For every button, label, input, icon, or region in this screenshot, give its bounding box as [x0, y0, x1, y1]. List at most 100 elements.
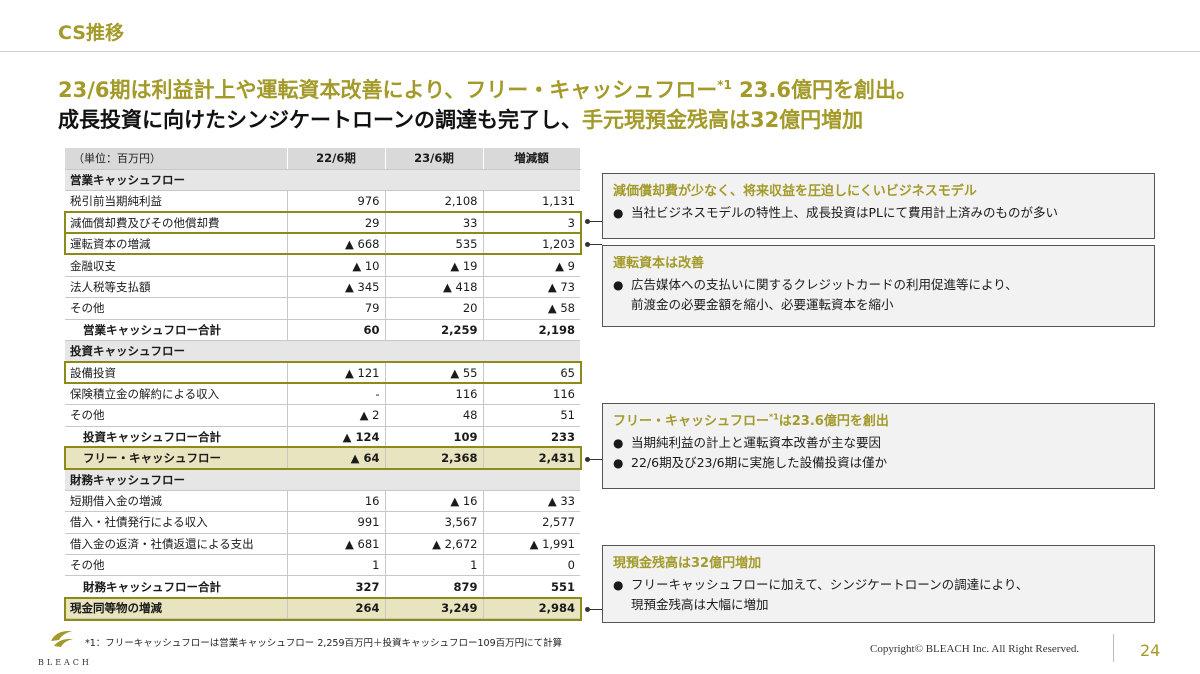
callout-title: フリー・キャッシュフロー*1は23.6億円を創出 [613, 410, 1144, 429]
logo-wordmark: BLEACH [38, 658, 92, 667]
table-row: 保険積立金の解約による収入 -116 116 [65, 383, 580, 406]
cell-value: 1,131 [482, 190, 580, 213]
cell-value: 3,249 [384, 597, 483, 620]
cell-value: 116 [482, 383, 580, 406]
table-header-row: （単位：百万円） 22/6期 23/6期 増減額 [65, 148, 581, 170]
bleach-logo-mark-icon [51, 630, 73, 647]
callout-bullet: 当期純利益の計上と運転資本改善が主な要因 [613, 433, 1144, 453]
row-label: 借入金の返済・社債返還による支出 [65, 533, 287, 555]
page-number: 24 [1140, 641, 1161, 660]
row-label: 法人税等支払額 [65, 276, 287, 299]
cell-value: 991 [286, 511, 385, 534]
col-header-fy23: 23/6期 [385, 148, 484, 170]
row-label: その他 [65, 297, 287, 320]
cell-value: 327 [286, 575, 385, 598]
table-row: 税引前当期純利益 976 2,108 1,131 [65, 190, 580, 213]
headline-1-end: 23.6億円を創出。 [731, 78, 917, 102]
row-label: 現金同等物の増減 [65, 597, 287, 620]
cell-value: 535 [384, 233, 483, 256]
cell-value: 233 [482, 426, 580, 448]
cell-value: 2,368 [384, 447, 483, 470]
cell-value: 879 [384, 575, 483, 598]
row-label: 保険積立金の解約による収入 [65, 383, 287, 406]
table-row: 営業キャッシュフロー合計 60 2,259 2,198 [65, 319, 580, 342]
cell-value: 51 [482, 404, 580, 427]
table-row: その他 1 1 0 [65, 554, 580, 577]
cell-value: 65 [482, 361, 580, 384]
table-row: その他 ▲ 2 48 51 [65, 404, 580, 427]
connector-dot [585, 242, 590, 247]
cell-value: ▲ 418 [384, 276, 483, 299]
row-label: その他 [65, 554, 287, 577]
table-row: 借入・社債発行による収入 991 3,567 2,577 [65, 511, 580, 534]
table-row: 運転資本の増減 ▲ 668 535 1,203 [65, 233, 580, 256]
cell-value: 1,203 [482, 233, 580, 256]
connector-line [588, 609, 602, 610]
connector-line [588, 459, 602, 460]
callout-bullet-continued: 前渡金の必要金額を縮小、必要運転資本を縮小 [631, 297, 894, 312]
row-label: 投資キャッシュフロー合計 [65, 426, 287, 448]
cell-value: ▲ 681 [286, 533, 385, 555]
section-title: CS推移 [58, 22, 124, 44]
headline-footnote-mark: *1 [717, 78, 732, 92]
callout-title-b: は23.6億円を創出 [778, 414, 889, 429]
callout-bullet: フリーキャッシュフローに加えて、シンジケートローンの調達により、 [613, 575, 1144, 595]
row-label: 減価償却費及びその他償却費 [65, 212, 287, 235]
cell-value: 16 [286, 490, 385, 513]
cell-value: 109 [384, 426, 483, 448]
table-row: 借入金の返済・社債返還による支出 ▲ 681 ▲ 2,672 ▲ 1,991 [65, 533, 580, 555]
connector-dot [585, 607, 590, 612]
table-row: 財務キャッシュフロー [65, 468, 580, 491]
cell-value: ▲ 121 [286, 361, 385, 384]
row-label: その他 [65, 404, 287, 427]
cell-value: 264 [286, 597, 385, 620]
cell-value: ▲ 124 [286, 426, 385, 448]
headline-1-text: 23/6期は利益計上や運転資本改善により、フリー・キャッシュフロー [58, 78, 718, 102]
copyright: Copyright© BLEACH Inc. All Right Reserve… [870, 643, 1080, 655]
cell-value: 2,259 [384, 319, 483, 342]
cell-value: 551 [482, 575, 580, 598]
header-divider [0, 51, 1200, 52]
row-label: 借入・社債発行による収入 [65, 511, 287, 534]
cell-value: ▲ 668 [286, 233, 385, 256]
table-row-cash-change: 現金同等物の増減 264 3,249 2,984 [65, 597, 580, 620]
cell-value: ▲ 2,672 [384, 533, 483, 555]
connector-line [588, 244, 602, 245]
callout-title: 運転資本は改善 [613, 256, 705, 271]
cell-value: 29 [286, 212, 385, 235]
table-row: 短期借入金の増減 16 ▲ 16 ▲ 33 [65, 490, 580, 513]
unit-header: （単位：百万円） [65, 148, 288, 170]
row-label: フリー・キャッシュフロー [65, 447, 287, 470]
row-label: 税引前当期純利益 [65, 190, 287, 213]
row-label: 運転資本の増減 [65, 233, 287, 256]
cell-value: 2,431 [482, 447, 580, 470]
cell-value: 2,577 [482, 511, 580, 534]
cell-value: ▲ 2 [286, 404, 385, 427]
callout-bullet: 当社ビジネスモデルの特性上、成長投資はPLにて費用計上済みのものが多い [613, 203, 1144, 223]
row-label: 営業キャッシュフロー [65, 169, 580, 192]
callout-working-capital: 運転資本は改善 広告媒体への支払いに関するクレジットカードの利用促進等により、 … [602, 245, 1155, 327]
table-row: 金融収支 ▲ 10 ▲ 19 ▲ 9 [65, 254, 580, 277]
cell-value: 79 [286, 297, 385, 320]
callout-bullet: 広告媒体への支払いに関するクレジットカードの利用促進等により、 [613, 275, 1144, 295]
callout-title-a: フリー・キャッシュフロー [613, 414, 770, 429]
cell-value: 1 [384, 554, 483, 577]
cell-value: 2,198 [482, 319, 580, 342]
cell-value: 33 [384, 212, 483, 235]
cell-value: 2,108 [384, 190, 483, 213]
table-row: 投資キャッシュフロー [65, 340, 580, 363]
cell-value: 20 [384, 297, 483, 320]
row-label: 財務キャッシュフロー合計 [65, 575, 287, 598]
headline-line-1: 23/6期は利益計上や運転資本改善により、フリー・キャッシュフロー*1 23.6… [58, 74, 1188, 104]
footnote: *1：フリーキャッシュフローは営業キャッシュフロー 2,259百万円＋投資キャッ… [85, 638, 563, 649]
cell-value: ▲ 64 [286, 447, 385, 470]
col-header-fy22: 22/6期 [287, 148, 386, 170]
row-label: 投資キャッシュフロー [65, 340, 580, 363]
cash-flow-table: （単位：百万円） 22/6期 23/6期 増減額 営業キャッシュフロー 税引前当… [65, 148, 581, 620]
callout-title: 現預金残高は32億円増加 [613, 556, 762, 571]
connector-dot [585, 219, 590, 224]
table-row: 減価償却費及びその他償却費 29 33 3 [65, 212, 580, 235]
cell-value: 116 [384, 383, 483, 406]
cell-value: ▲ 33 [482, 490, 580, 513]
row-label: 営業キャッシュフロー合計 [65, 319, 287, 342]
